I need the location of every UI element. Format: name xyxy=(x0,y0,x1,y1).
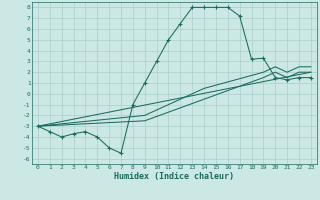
X-axis label: Humidex (Indice chaleur): Humidex (Indice chaleur) xyxy=(115,172,234,181)
